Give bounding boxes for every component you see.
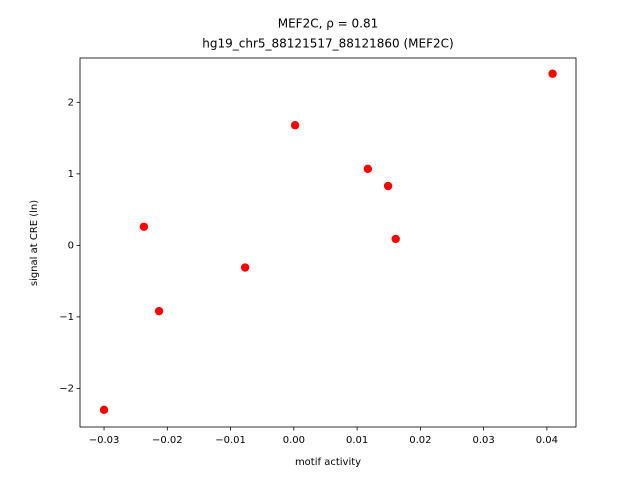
x-tick-label: −0.01 xyxy=(215,435,246,446)
point xyxy=(99,405,109,415)
point xyxy=(290,121,300,130)
x-axis-label: motif activity xyxy=(295,457,361,468)
x-tick-label: 0.03 xyxy=(472,435,494,446)
y-tick-label: −2 xyxy=(59,383,74,394)
point xyxy=(383,181,393,191)
point xyxy=(240,263,250,272)
x-tick-label: 0.00 xyxy=(283,435,305,446)
point xyxy=(391,234,400,244)
x-tick-label: −0.02 xyxy=(152,435,183,446)
y-tick-label: 0 xyxy=(68,240,74,251)
x-tick-label: −0.03 xyxy=(89,435,120,446)
y-tick-label: 2 xyxy=(68,97,74,108)
y-tick-label: −1 xyxy=(59,312,74,323)
chart-subtitle: hg19_chr5_88121517_88121860 (MEF2C) xyxy=(202,37,453,51)
point xyxy=(548,69,557,78)
point xyxy=(363,164,373,174)
x-tick-label: 0.04 xyxy=(536,435,558,446)
point xyxy=(154,306,164,316)
plot-frame xyxy=(79,57,577,428)
y-tick-label: 1 xyxy=(68,169,74,180)
y-axis-label: signal at CRE (ln) xyxy=(29,200,40,286)
x-tick-label: 0.01 xyxy=(346,435,368,446)
chart-title: MEF2C, ρ = 0.81 xyxy=(278,17,379,31)
point xyxy=(139,222,149,231)
x-tick-label: 0.02 xyxy=(409,435,431,446)
